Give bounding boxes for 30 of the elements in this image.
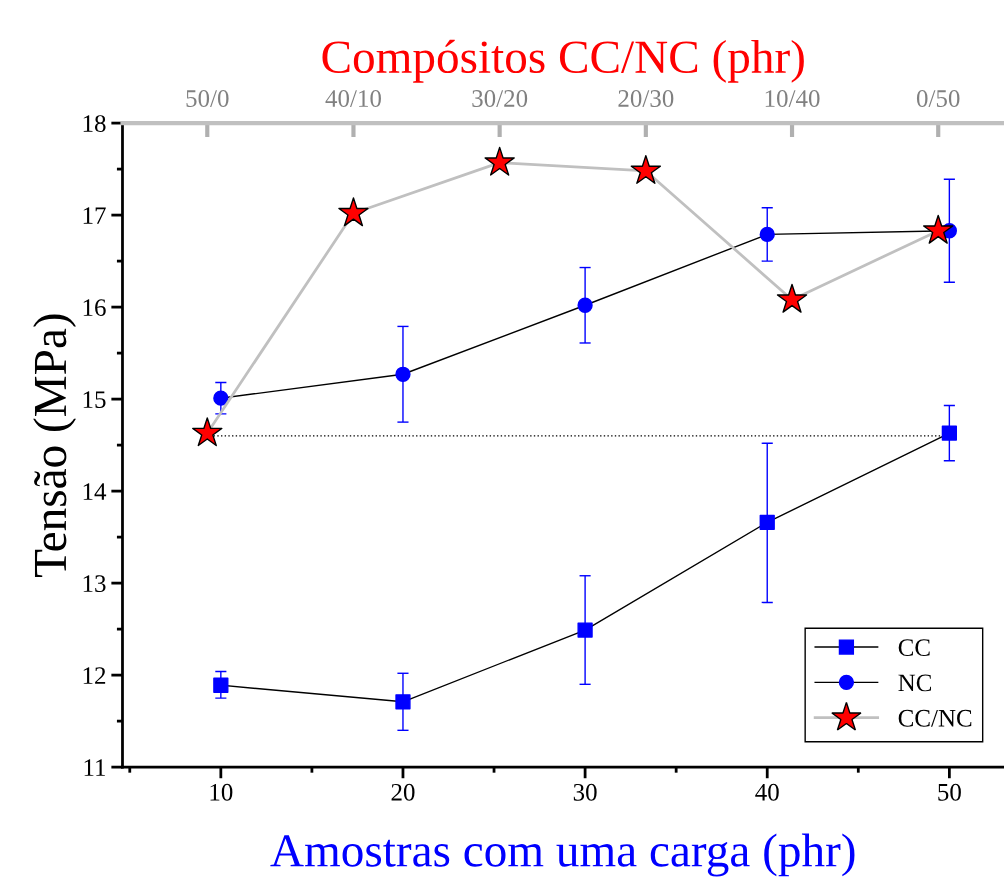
point bbox=[213, 677, 229, 693]
legend-label: CC bbox=[898, 639, 930, 657]
y-tick-label: 18 bbox=[83, 115, 106, 133]
y-tick-label: 11 bbox=[84, 759, 106, 776]
x-tick-label: 30 bbox=[573, 783, 597, 801]
x-tick-label: 40/10 bbox=[325, 90, 381, 107]
x-tick-label: 40 bbox=[755, 783, 779, 801]
point bbox=[395, 694, 411, 710]
y-tick-label: 12 bbox=[83, 667, 106, 684]
y-tick-label: 13 bbox=[83, 575, 106, 593]
x-tick-label: 10/40 bbox=[765, 90, 820, 107]
legend-label: NC bbox=[898, 674, 932, 692]
point bbox=[759, 514, 775, 531]
y-tick-label: 16 bbox=[83, 299, 106, 317]
y-tick-label: 17 bbox=[83, 207, 106, 224]
legend-label: CC/NC bbox=[898, 709, 972, 727]
x-tick-label: 50/0 bbox=[186, 90, 229, 107]
x-axis-title: Compósitos CC/NC (phr) bbox=[322, 39, 804, 83]
x-tick-label: 50 bbox=[938, 783, 961, 801]
x-axis-title: Amostras com uma carga (phr) bbox=[270, 833, 855, 877]
point bbox=[577, 622, 593, 638]
x-tick-label: 30/20 bbox=[472, 90, 528, 107]
y-tick-label: 14 bbox=[83, 483, 107, 500]
x-tick-label: 20 bbox=[391, 783, 415, 801]
x-tick-label: 20/30 bbox=[618, 90, 674, 107]
point bbox=[941, 425, 958, 441]
y-axis-title: Tensão (MPa) bbox=[33, 314, 76, 578]
y-tick-label: 15 bbox=[83, 391, 106, 409]
x-tick-label: 10 bbox=[210, 783, 233, 801]
x-tick-label: 0/50 bbox=[916, 90, 960, 107]
